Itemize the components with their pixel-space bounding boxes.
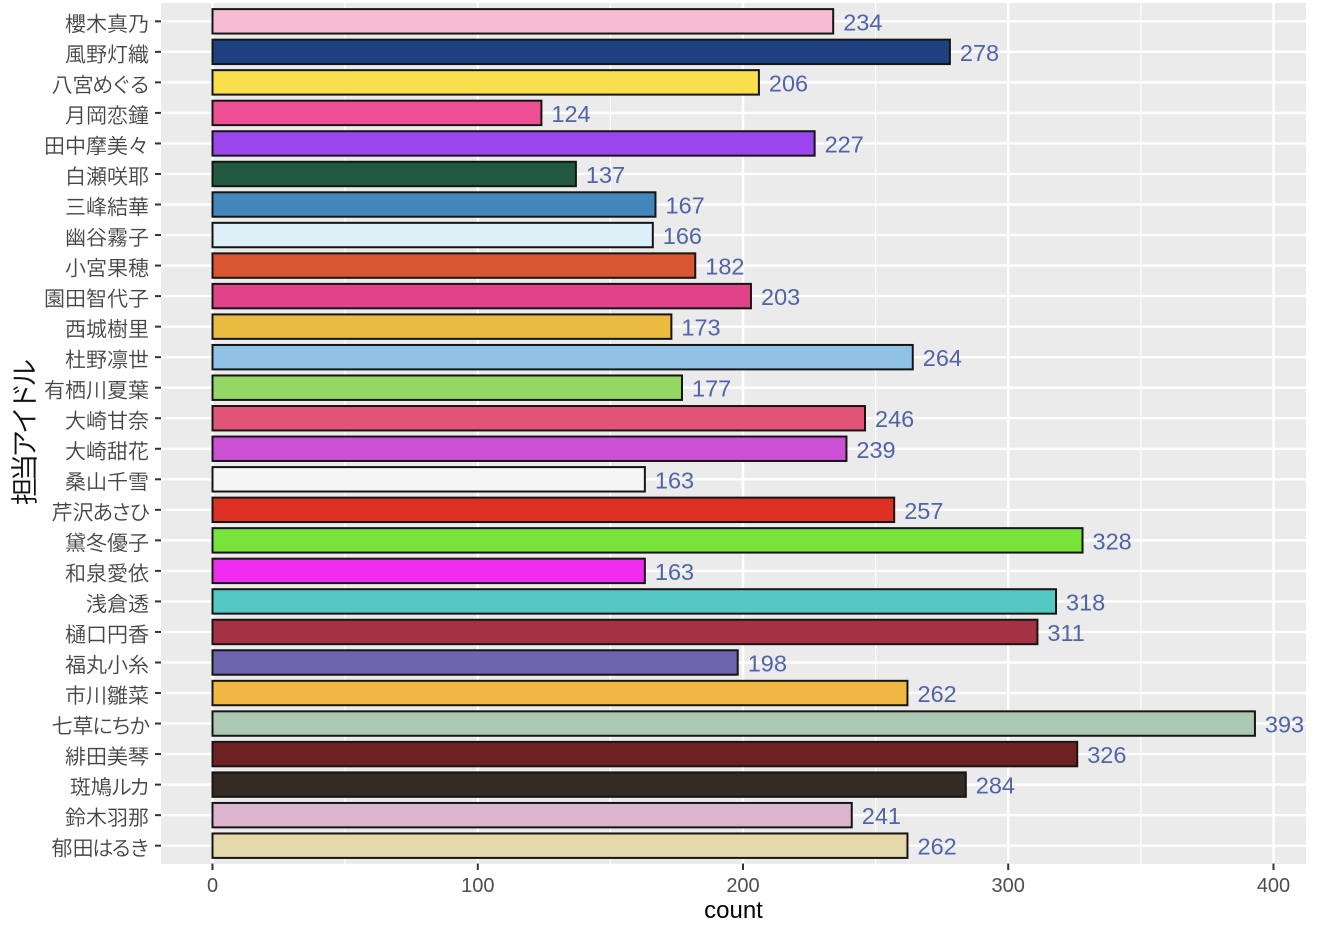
svg-text:278: 278: [960, 40, 999, 66]
svg-text:311: 311: [1047, 620, 1084, 646]
svg-text:400: 400: [1257, 875, 1290, 897]
svg-text:177: 177: [692, 376, 731, 402]
svg-text:328: 328: [1093, 528, 1132, 554]
svg-text:264: 264: [923, 345, 962, 371]
svg-text:262: 262: [918, 681, 957, 707]
svg-text:182: 182: [705, 254, 744, 280]
svg-text:137: 137: [586, 162, 625, 188]
svg-text:163: 163: [655, 559, 694, 585]
svg-text:198: 198: [748, 650, 787, 676]
svg-text:284: 284: [976, 773, 1015, 799]
svg-text:166: 166: [663, 223, 702, 249]
svg-text:173: 173: [681, 315, 720, 341]
svg-text:246: 246: [875, 406, 914, 432]
svg-text:167: 167: [666, 193, 705, 219]
svg-text:326: 326: [1087, 742, 1126, 768]
svg-text:262: 262: [918, 834, 957, 860]
svg-text:163: 163: [655, 467, 694, 493]
svg-text:234: 234: [843, 9, 882, 35]
svg-text:206: 206: [769, 70, 808, 96]
svg-text:239: 239: [856, 437, 895, 463]
svg-text:200: 200: [726, 875, 759, 897]
svg-text:257: 257: [904, 498, 943, 524]
svg-text:0: 0: [207, 875, 218, 897]
svg-text:393: 393: [1265, 712, 1304, 738]
svg-text:203: 203: [761, 284, 800, 310]
svg-text:124: 124: [551, 101, 590, 127]
svg-text:100: 100: [461, 875, 494, 897]
svg-text:241: 241: [862, 803, 901, 829]
svg-text:count: count: [704, 897, 763, 924]
svg-text:227: 227: [825, 131, 864, 157]
svg-text:318: 318: [1066, 589, 1105, 615]
svg-text:300: 300: [992, 875, 1025, 897]
